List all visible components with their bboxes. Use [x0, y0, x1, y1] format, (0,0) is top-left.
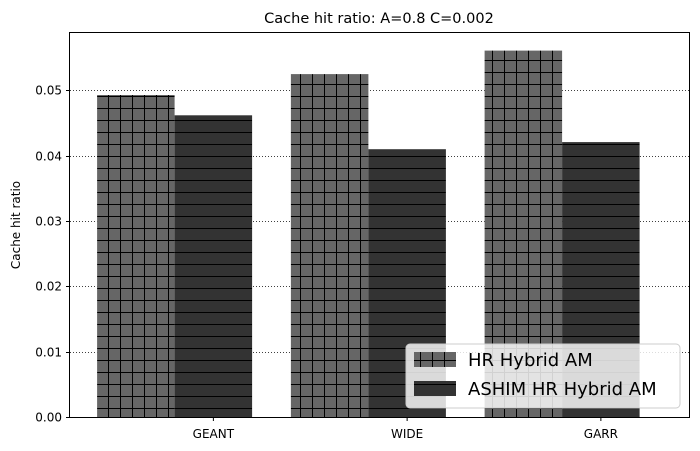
y-tick-label: 0.05: [35, 84, 62, 98]
bar-geant-series-2: [174, 115, 253, 418]
legend-label-series-1: HR Hybrid AM: [468, 350, 593, 371]
legend-swatch-series-2: [414, 381, 456, 396]
bars: [97, 50, 640, 418]
y-tick-label: 0.02: [35, 280, 62, 294]
y-axis-ticks: 0.00 0.01 0.02 0.03 0.04 0.05: [35, 84, 70, 425]
y-tick-label: 0.01: [35, 346, 62, 360]
legend: HR Hybrid AM ASHIM HR Hybrid AM: [405, 343, 681, 409]
y-tick-label: 0.03: [35, 215, 62, 229]
legend-swatch-series-1: [414, 352, 456, 367]
legend-label-series-2: ASHIM HR Hybrid AM: [468, 379, 657, 400]
chart-title: Cache hit ratio: A=0.8 C=0.002: [264, 11, 494, 27]
y-tick-label: 0.00: [35, 411, 62, 425]
bar-geant-series-1: [97, 95, 175, 417]
x-tick-label: WIDE: [391, 427, 423, 441]
plot-frame: [69, 32, 690, 418]
x-tick-label: GEANT: [193, 427, 235, 441]
x-tick-label: GARR: [584, 427, 618, 441]
y-tick-label: 0.04: [35, 150, 62, 164]
x-axis-ticks: GEANT WIDE GARR: [193, 417, 618, 441]
bar-wide-series-1: [290, 74, 369, 417]
y-axis-label: Cache hit ratio: [9, 181, 23, 269]
legend-box: [405, 343, 681, 409]
